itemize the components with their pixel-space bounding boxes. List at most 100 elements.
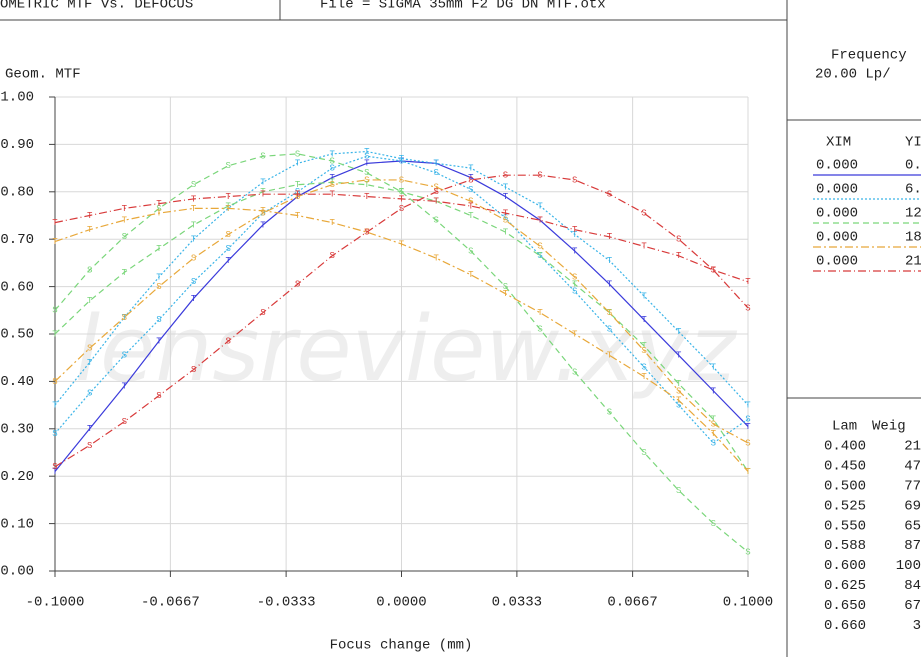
point-marker: S	[433, 216, 438, 226]
point-marker: S	[676, 235, 681, 245]
field-y: 6.	[905, 182, 921, 198]
x-tick-label: 0.0000	[376, 595, 426, 611]
point-marker: T	[52, 467, 58, 477]
point-marker: T	[260, 187, 266, 197]
series-line	[54, 155, 749, 444]
point-marker: S	[364, 175, 369, 185]
point-marker: S	[87, 344, 92, 354]
point-marker: T	[295, 159, 301, 169]
point-marker: S	[87, 389, 92, 399]
point-marker: S	[607, 190, 612, 200]
weight: 87	[904, 538, 921, 554]
x-axis-label: Focus change (mm)	[330, 638, 473, 654]
point-marker: T	[537, 251, 543, 261]
wavelength: 0.500	[824, 479, 866, 495]
point-marker: S	[399, 204, 404, 214]
point-marker: S	[607, 308, 612, 318]
point-marker: T	[122, 313, 128, 323]
point-marker: T	[607, 308, 613, 318]
point-marker: T	[711, 429, 717, 439]
point-marker: T	[52, 400, 58, 410]
field-x: 0.000	[816, 158, 858, 174]
point-marker: T	[433, 197, 439, 207]
point-marker: S	[156, 391, 161, 401]
point-marker: S	[537, 325, 542, 335]
point-marker: T	[52, 237, 58, 247]
point-marker: S	[711, 265, 716, 275]
point-marker: T	[260, 178, 266, 188]
point-marker: S	[122, 417, 127, 427]
point-marker: T	[503, 182, 509, 192]
y-axis-label: Geom. MTF	[5, 67, 81, 83]
point-marker: S	[364, 168, 369, 178]
field-y: 18.	[905, 230, 921, 246]
wavelength: 0.550	[824, 518, 866, 534]
point-marker: T	[87, 296, 93, 306]
point-marker: S	[503, 213, 508, 223]
point-marker: S	[329, 180, 334, 190]
point-marker: T	[537, 216, 543, 226]
point-marker: T	[260, 220, 266, 230]
point-marker: T	[433, 159, 439, 169]
point-marker: T	[572, 246, 578, 256]
point-marker: S	[572, 287, 577, 297]
point-marker: S	[676, 386, 681, 396]
series-line	[54, 174, 749, 468]
y-tick-label: 0.10	[0, 516, 34, 532]
y-tick-label: 0.50	[0, 327, 34, 343]
point-marker: T	[156, 272, 162, 282]
point-marker: T	[572, 230, 578, 240]
point-marker: T	[364, 147, 370, 157]
point-marker: S	[537, 251, 542, 261]
field-x: 0.000	[816, 230, 858, 246]
point-marker: S	[676, 400, 681, 410]
y-tick-label: 0.60	[0, 279, 34, 295]
point-marker: T	[468, 211, 474, 221]
point-marker: T	[607, 232, 613, 242]
y-tick-label: 0.90	[0, 137, 34, 153]
point-marker: T	[745, 467, 751, 477]
point-marker: T	[503, 209, 509, 219]
point-marker: T	[329, 190, 335, 200]
point-marker: T	[364, 159, 370, 169]
point-marker: S	[122, 313, 127, 323]
point-marker: S	[433, 182, 438, 192]
point-marker: T	[87, 225, 93, 235]
wavelength: 0.625	[824, 578, 866, 594]
point-marker: T	[156, 199, 162, 209]
point-marker: T	[156, 209, 162, 219]
point-marker: T	[52, 218, 58, 228]
point-marker: T	[745, 400, 751, 410]
point-marker: S	[399, 175, 404, 185]
point-marker: S	[226, 244, 231, 254]
point-marker: S	[503, 216, 508, 226]
wavelength: 0.588	[824, 538, 866, 554]
point-marker: T	[468, 173, 474, 183]
weight: 47	[904, 459, 921, 475]
weight: 77	[904, 479, 921, 495]
point-marker: S	[399, 187, 404, 197]
weight: 65	[904, 518, 921, 534]
point-marker: T	[122, 204, 128, 214]
point-marker: S	[537, 171, 542, 181]
point-marker: S	[676, 486, 681, 496]
point-marker: T	[226, 201, 232, 211]
point-marker: T	[745, 277, 751, 287]
point-marker: S	[468, 246, 473, 256]
point-marker: S	[295, 149, 300, 159]
point-marker: T	[503, 192, 509, 202]
wavelength: 0.660	[824, 618, 866, 634]
point-marker: T	[641, 341, 647, 351]
point-marker: T	[676, 251, 682, 261]
point-marker: S	[156, 315, 161, 325]
table-header: Lam	[832, 419, 857, 435]
point-marker: S	[572, 367, 577, 377]
point-marker: S	[191, 180, 196, 190]
series-line	[54, 179, 749, 444]
point-marker: S	[156, 204, 161, 214]
point-marker: S	[260, 308, 265, 318]
point-marker: S	[607, 325, 612, 335]
point-marker: T	[122, 216, 128, 226]
point-marker: S	[641, 363, 646, 373]
weight: 21	[904, 439, 921, 455]
